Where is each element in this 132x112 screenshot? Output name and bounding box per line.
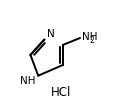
Text: N: N [47,29,55,39]
Text: HCl: HCl [51,85,72,98]
Text: NH: NH [20,76,35,86]
Text: NH: NH [82,32,97,42]
Text: 2: 2 [90,35,95,44]
